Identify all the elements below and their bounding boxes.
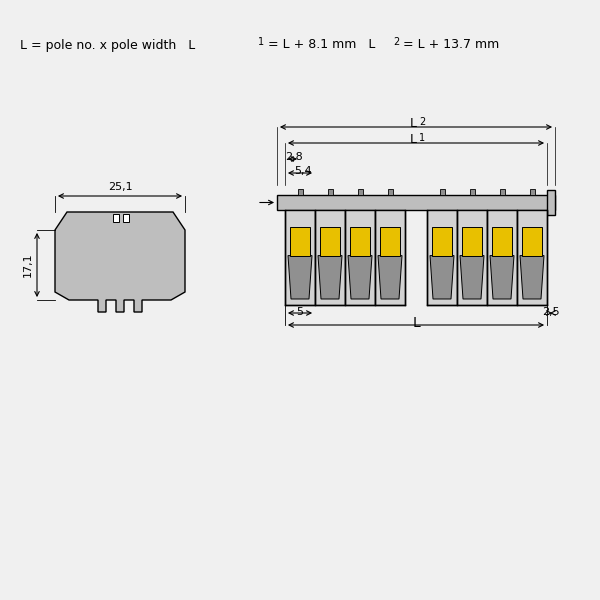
Bar [113,214,119,222]
Polygon shape [55,212,185,312]
Bar [315,210,345,305]
Text: 5: 5 [296,307,304,317]
Bar [470,189,475,195]
Bar [517,210,547,305]
Polygon shape [378,256,402,299]
Bar [492,227,512,256]
Polygon shape [430,256,454,299]
Text: 2,8: 2,8 [286,152,304,162]
Bar [457,210,487,305]
Bar [439,189,445,195]
Polygon shape [288,256,312,299]
Text: 2: 2 [419,117,425,127]
Bar [290,227,310,256]
Text: L: L [412,316,420,330]
Bar [298,189,302,195]
Bar [320,227,340,256]
Polygon shape [318,256,342,299]
Bar [432,227,452,256]
Text: 17,1: 17,1 [23,253,33,277]
Bar [499,189,505,195]
Polygon shape [460,256,484,299]
Bar [487,210,517,305]
Bar [285,210,315,305]
Text: 2: 2 [393,37,399,47]
Bar [530,189,535,195]
Polygon shape [520,256,544,299]
Text: = L + 13.7 mm: = L + 13.7 mm [399,38,499,52]
Bar [522,227,542,256]
Text: 2,5: 2,5 [542,307,560,317]
Text: 1: 1 [258,37,264,47]
Bar [427,210,457,305]
Bar [277,195,555,210]
Text: L: L [409,133,416,146]
Bar [123,214,129,222]
Text: L: L [409,117,416,130]
Bar [345,210,375,305]
Bar [380,227,400,256]
Text: 5,4: 5,4 [294,166,312,176]
Bar [462,227,482,256]
Bar [350,227,370,256]
Bar [328,189,332,195]
Bar [547,190,555,215]
Text: = L + 8.1 mm   L: = L + 8.1 mm L [264,38,376,52]
Polygon shape [348,256,372,299]
Text: L = pole no. x pole width   L: L = pole no. x pole width L [20,38,195,52]
Text: 25,1: 25,1 [107,182,133,192]
Polygon shape [490,256,514,299]
Bar [375,210,405,305]
Bar [388,189,392,195]
Text: 1: 1 [419,133,425,143]
Bar [358,189,362,195]
